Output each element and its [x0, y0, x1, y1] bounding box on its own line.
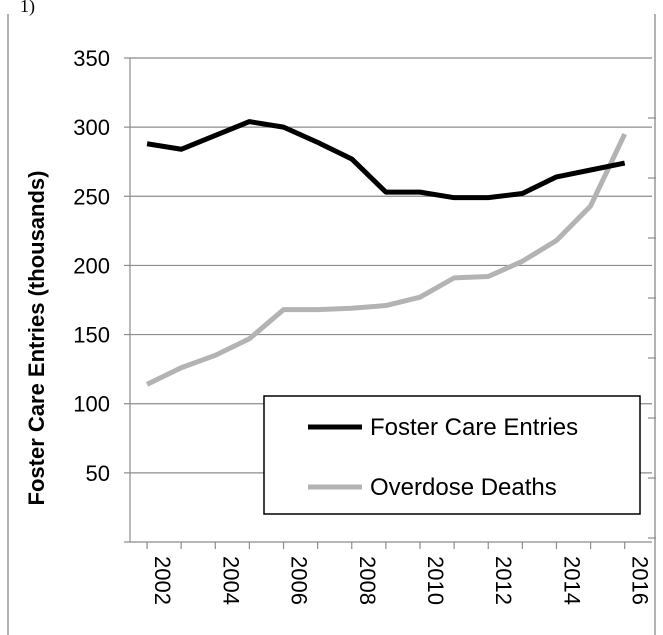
legend-box — [263, 395, 641, 515]
y-tick-label-350: 350 — [73, 46, 110, 71]
y-tick-label-200: 200 — [73, 253, 110, 278]
corner-text: 1) — [20, 0, 35, 17]
x-tick-label-2016: 2016 — [628, 556, 653, 605]
x-tick-label-2006: 2006 — [287, 556, 312, 605]
series-lines — [145, 119, 627, 387]
legend-label-overdose-deaths: Overdose Deaths — [370, 474, 557, 501]
series-line-overdose-deaths — [145, 132, 627, 387]
y-tick-label-100: 100 — [73, 392, 110, 417]
legend: Foster Care Entries Overdose Deaths — [263, 395, 641, 515]
axes — [124, 57, 656, 549]
x-tick-label-2002: 2002 — [150, 556, 175, 605]
x-tick-label-2012: 2012 — [491, 556, 516, 605]
x-tick-label-2010: 2010 — [423, 556, 448, 605]
x-tick-label-2008: 2008 — [355, 556, 380, 605]
y-axis-title: Foster Care Entries (thousands) — [24, 171, 49, 506]
y-tick-labels: 50 100 150 200 250 300 350 — [73, 46, 110, 486]
series-line-foster-care-entries — [146, 119, 626, 201]
y-tick-label-300: 300 — [73, 115, 110, 140]
y-tick-label-50: 50 — [86, 461, 110, 486]
x-tick-label-2004: 2004 — [218, 556, 243, 605]
gridlines — [130, 57, 652, 474]
legend-label-foster-care-entries: Foster Care Entries — [370, 414, 578, 441]
x-tick-labels: 2002 2004 2006 2008 2010 2012 2014 2016 — [150, 556, 653, 605]
x-tick-label-2014: 2014 — [559, 556, 584, 605]
y-tick-label-150: 150 — [73, 323, 110, 348]
y-tick-label-250: 250 — [73, 184, 110, 209]
